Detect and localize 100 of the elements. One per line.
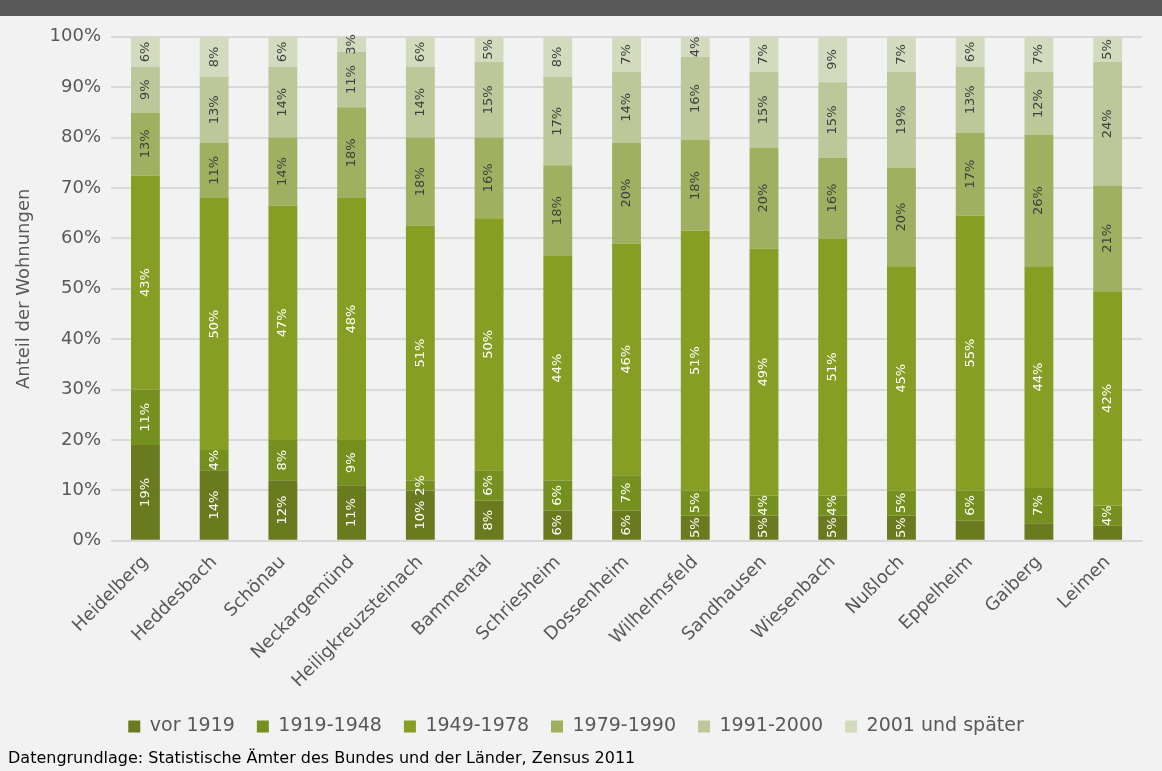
data-label: 11% <box>136 402 152 432</box>
data-label: 19% <box>892 105 908 135</box>
data-label: 14% <box>411 87 427 117</box>
data-label: 11% <box>205 155 221 185</box>
data-label: 6% <box>961 41 977 63</box>
bar <box>543 256 573 481</box>
data-label: 4% <box>755 495 771 516</box>
data-label: 45% <box>892 363 908 393</box>
bar <box>680 140 710 231</box>
legend-label: vor 1919 <box>149 713 235 736</box>
data-label: 4% <box>205 449 221 471</box>
bar <box>543 165 573 257</box>
data-label: 17% <box>961 159 977 189</box>
data-label: 8% <box>205 46 221 68</box>
data-label: 24% <box>1099 109 1115 139</box>
bar <box>337 485 367 540</box>
bar <box>818 238 848 496</box>
data-label: 14% <box>274 87 290 117</box>
bar <box>268 480 298 540</box>
data-label: 14% <box>205 490 221 520</box>
bar <box>130 175 160 390</box>
data-label: 18% <box>549 196 565 226</box>
bar <box>955 215 985 491</box>
data-label: 6% <box>411 41 427 63</box>
data-label: 7% <box>617 44 633 65</box>
data-label: 8% <box>480 509 496 531</box>
data-label: 42% <box>1099 383 1115 413</box>
bar <box>199 142 229 199</box>
y-tick-label: 100% <box>49 24 102 46</box>
data-label: 55% <box>961 338 977 368</box>
data-label: 2% <box>411 475 427 496</box>
bar <box>474 62 504 138</box>
bar <box>130 112 160 176</box>
bar <box>612 36 641 73</box>
y-tick-label: 60% <box>61 226 102 248</box>
bar <box>268 205 298 441</box>
bar <box>612 475 641 511</box>
data-label: 6% <box>136 41 152 63</box>
data-label: 51% <box>824 352 840 382</box>
bar <box>680 56 710 141</box>
bar <box>955 67 985 133</box>
y-tick-label: 20% <box>61 427 102 449</box>
data-label: 10% <box>411 500 427 530</box>
bar <box>1024 487 1054 524</box>
legend-label: 1949-1978 <box>425 713 529 736</box>
bar <box>199 470 229 540</box>
bar <box>612 72 641 143</box>
data-label: 47% <box>274 308 290 338</box>
y-tick-label: 40% <box>61 326 102 348</box>
bar <box>887 167 916 267</box>
data-label: 15% <box>480 85 496 115</box>
bar <box>1024 72 1054 136</box>
data-label: 5% <box>824 517 840 539</box>
data-label: 18% <box>686 171 702 200</box>
bar <box>955 132 985 216</box>
bar <box>1024 266 1054 488</box>
data-label: 51% <box>686 346 702 376</box>
data-label: 48% <box>342 304 358 334</box>
data-label: 5% <box>892 517 908 539</box>
bar <box>1024 135 1054 267</box>
bar <box>337 440 367 486</box>
data-label: 46% <box>617 344 633 374</box>
data-label: 12% <box>1030 89 1046 119</box>
bar <box>268 67 298 138</box>
data-label: 5% <box>686 492 702 514</box>
data-label: 5% <box>1099 39 1115 60</box>
y-tick-label: 70% <box>61 175 102 197</box>
data-label: 9% <box>342 452 358 474</box>
legend-label: 1979-1990 <box>572 713 677 736</box>
bar <box>1024 36 1054 73</box>
bar <box>474 500 504 540</box>
bar <box>612 142 641 244</box>
bar <box>337 198 367 441</box>
y-tick-label: 90% <box>61 74 102 96</box>
bar <box>818 36 848 83</box>
bar <box>818 157 848 239</box>
bar <box>130 389 160 446</box>
data-label: 6% <box>274 41 290 63</box>
data-label: 50% <box>480 329 496 359</box>
bar <box>405 67 435 138</box>
data-label: 9% <box>136 79 152 101</box>
data-label: 7% <box>755 44 771 65</box>
bar <box>1093 525 1123 540</box>
data-label: 44% <box>1030 362 1046 392</box>
bar <box>268 440 298 481</box>
data-label: 18% <box>342 138 358 168</box>
text: Datengrundlage: Statistische Ämter des Bundes und der Länder, Zensus 2011 <box>8 748 636 767</box>
data-label: 6% <box>480 475 496 496</box>
bar <box>199 77 229 143</box>
y-axis-title: Anteil der Wohnungen <box>12 188 34 390</box>
bar <box>199 198 229 451</box>
bar <box>818 82 848 158</box>
data-label: 5% <box>892 492 908 514</box>
y-tick-label: 30% <box>61 377 102 399</box>
bar <box>749 147 779 249</box>
data-label: 7% <box>892 44 908 65</box>
bar <box>680 230 710 491</box>
bar <box>1093 185 1123 292</box>
data-label: 15% <box>824 105 840 135</box>
data-label: 7% <box>617 482 633 504</box>
